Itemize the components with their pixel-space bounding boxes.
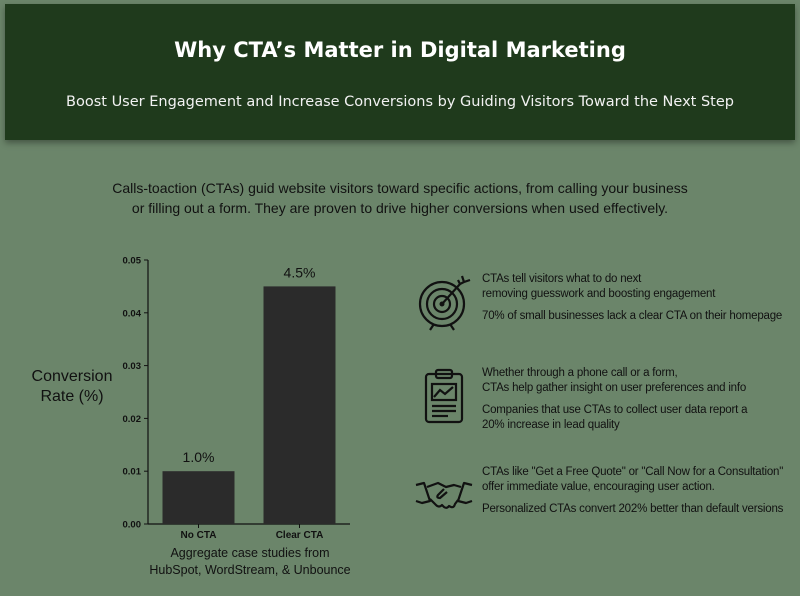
y-axis-label-line-2: Rate (%) xyxy=(40,388,104,405)
fact-3-line-2: offer immediate value, encouraging user … xyxy=(482,481,715,493)
intro-line-1: Calls-toaction (CTAs) guid website visit… xyxy=(112,180,688,196)
header-banner: Why CTA’s Matter in Digital Marketing Bo… xyxy=(5,4,795,140)
y-tick-label: 0.00 xyxy=(123,520,142,531)
fact-2-line-1: Whether through a phone call or a form, xyxy=(482,367,678,379)
fact-2-stat-line-1: Companies that use CTAs to collect user … xyxy=(482,404,748,416)
fact-3-line-1: CTAs like "Get a Free Quote" or "Call No… xyxy=(482,466,784,478)
target-icon xyxy=(418,275,471,331)
source-line-1: Aggregate case studies from xyxy=(170,546,330,560)
fact-1-stat: 70% of small businesses lack a clear CTA… xyxy=(482,310,783,322)
clipboard-chart-icon xyxy=(424,368,464,424)
bar-data-label: 4.5% xyxy=(284,264,316,280)
fact-text-handshake: CTAs like "Get a Free Quote" or "Call No… xyxy=(482,465,794,517)
y-tick-label: 0.03 xyxy=(123,361,142,372)
fact-3-stat: Personalized CTAs convert 202% better th… xyxy=(482,503,784,515)
x-tick-label: No CTA xyxy=(181,530,217,541)
y-tick-label: 0.02 xyxy=(123,414,142,425)
y-axis-label-line-1: Conversion xyxy=(31,368,113,385)
x-tick-label: Clear CTA xyxy=(276,530,324,541)
fact-1-line-1: CTAs tell visitors what to do next xyxy=(482,273,642,285)
bar-data-label: 1.0% xyxy=(183,449,215,465)
handshake-icon xyxy=(415,481,473,509)
y-axis-label: Conversion Rate (%) xyxy=(22,367,122,407)
fact-2-stat-line-2: 20% increase in lead quality xyxy=(482,419,620,431)
fact-text-clipboard: Whether through a phone call or a form, … xyxy=(482,366,794,433)
fact-1-line-2: removing guesswork and boosting engageme… xyxy=(482,288,716,300)
source-line-2: HubSpot, WordStream, & Unbounce xyxy=(149,563,351,577)
fact-text-target: CTAs tell visitors what to do next remov… xyxy=(482,272,794,324)
conversion-rate-bar-chart: 0.00 0.01 0.02 0.03 0.04 0.05 1.0% No CTA 4.5% Cl… xyxy=(123,256,350,541)
y-tick-label: 0.05 xyxy=(123,256,142,267)
y-tick-label: 0.01 xyxy=(123,467,142,478)
page-subtitle: Boost User Engagement and Increase Conve… xyxy=(66,94,734,110)
bar xyxy=(263,286,336,524)
chart-source-note: Aggregate case studies from HubSpot, Wor… xyxy=(130,545,370,579)
intro-paragraph: Calls-toaction (CTAs) guid website visit… xyxy=(60,178,740,218)
y-tick-label: 0.04 xyxy=(123,308,142,319)
page-title: Why CTA’s Matter in Digital Marketing xyxy=(174,38,626,62)
fact-2-line-2: CTAs help gather insight on user prefere… xyxy=(482,382,747,394)
intro-line-2: or filling out a form. They are proven t… xyxy=(131,200,669,216)
bar xyxy=(162,471,235,524)
